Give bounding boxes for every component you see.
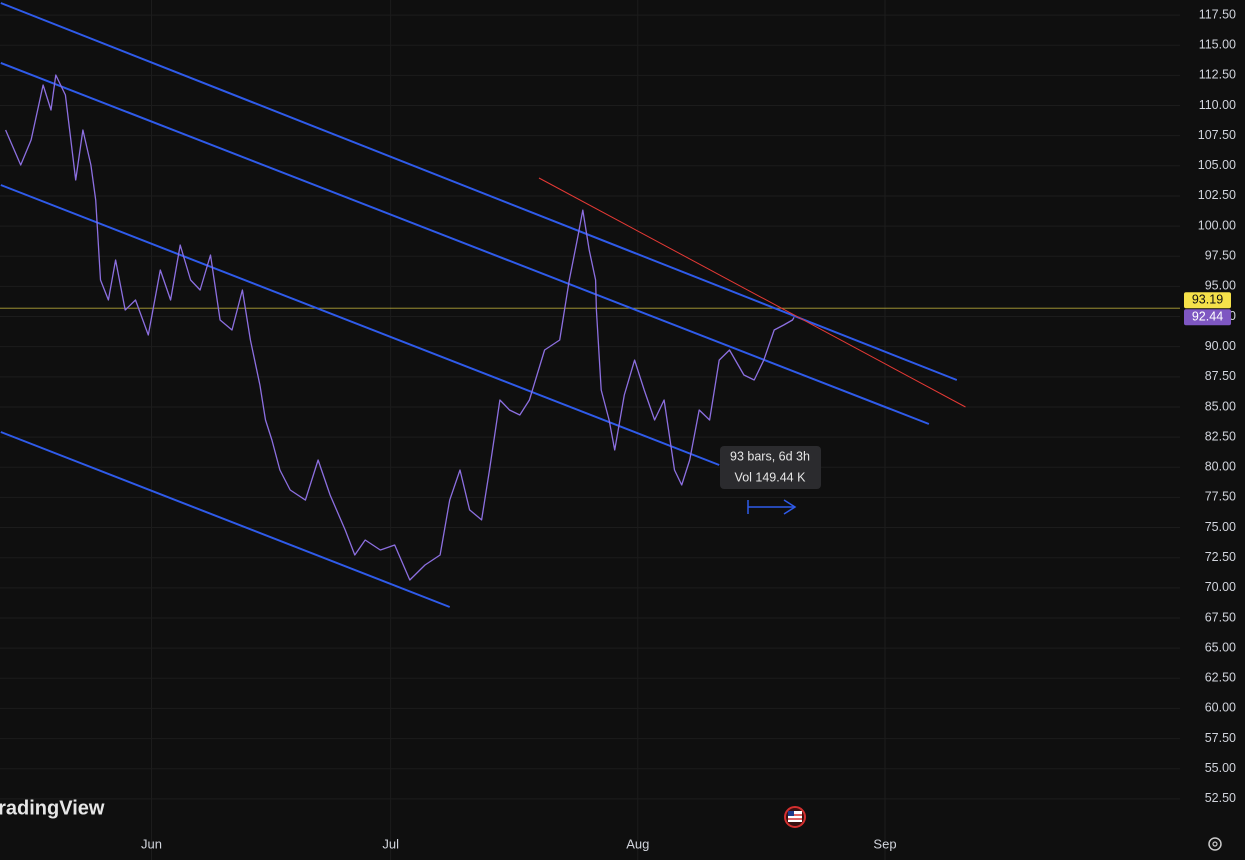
- y-tick-label: 117.50: [1199, 7, 1236, 21]
- y-tick-label: 102.50: [1198, 188, 1236, 202]
- x-tick-label: Aug: [626, 836, 649, 851]
- y-tick-label: 70.00: [1205, 580, 1236, 594]
- y-tick-label: 67.50: [1205, 610, 1236, 624]
- y-tick-label: 95.00: [1205, 279, 1236, 293]
- settings-hub[interactable]: [1212, 841, 1218, 847]
- y-tick-label: 80.00: [1205, 460, 1236, 474]
- y-tick-label: 105.00: [1198, 158, 1236, 172]
- y-tick-label: 75.00: [1205, 520, 1236, 534]
- y-tick-label: 60.00: [1205, 701, 1236, 715]
- arrow-head: [783, 499, 797, 515]
- trendline: [0, 184, 720, 466]
- tooltip-box: [720, 446, 821, 489]
- trendline: [0, 431, 451, 608]
- trendline: [0, 61, 930, 425]
- tooltip-bars: 93 bars, 6d 3h: [730, 449, 810, 463]
- price-series: [5, 74, 795, 581]
- y-tick-label: 107.50: [1198, 128, 1236, 142]
- y-tick-label: 77.50: [1205, 490, 1236, 504]
- watermark: TradingView: [0, 797, 105, 819]
- flag-canton: [788, 811, 794, 816]
- settings-icon[interactable]: [1208, 837, 1222, 851]
- plot: [0, 2, 1180, 608]
- axes: 52.50 55.00 57.50 60.00 62.50 65.00 67.50 70.00…: [141, 7, 1236, 851]
- y-tick-label: 100.00: [1198, 218, 1236, 232]
- x-tick-label: Jun: [141, 836, 162, 851]
- x-tick-label: Jul: [382, 836, 399, 851]
- y-tick-label: 90.00: [1205, 339, 1236, 353]
- measure-tooltip: 93 bars, 6d 3h Vol 149.44 K: [720, 446, 821, 489]
- y-tick-label: 87.50: [1205, 369, 1236, 383]
- flag-body: [788, 811, 802, 822]
- grid: [0, 0, 1180, 860]
- last-price-label: 92.44: [1192, 310, 1223, 324]
- y-tick-label: 110.00: [1199, 98, 1236, 112]
- tooltip-volume: Vol 149.44 K: [735, 470, 807, 484]
- y-tick-label: 82.50: [1205, 429, 1236, 443]
- y-tick-label: 97.50: [1205, 249, 1236, 263]
- price-line-label-box: [1184, 292, 1231, 309]
- y-tick-label: 115.00: [1199, 38, 1236, 52]
- y-tick-label: 112.50: [1199, 68, 1236, 82]
- flag-icon: [784, 806, 806, 828]
- y-tick-label: 72.50: [1205, 550, 1236, 564]
- y-tick-label: 85.00: [1205, 399, 1236, 413]
- measure-arrow: [747, 499, 797, 515]
- x-tick-label: Sep: [873, 836, 896, 851]
- y-tick-label: 62.50: [1205, 671, 1236, 685]
- last-price-box: [1184, 309, 1231, 326]
- y-tick-label: 65.00: [1205, 640, 1236, 654]
- y-tick-label: 52.50: [1205, 791, 1236, 805]
- y-tick-label: 57.50: [1205, 731, 1236, 745]
- y-tick-label: 55.00: [1205, 761, 1236, 775]
- trendline: [538, 177, 966, 408]
- settings-gear[interactable]: [1208, 837, 1222, 851]
- price-line-label: 93.19: [1192, 293, 1223, 307]
